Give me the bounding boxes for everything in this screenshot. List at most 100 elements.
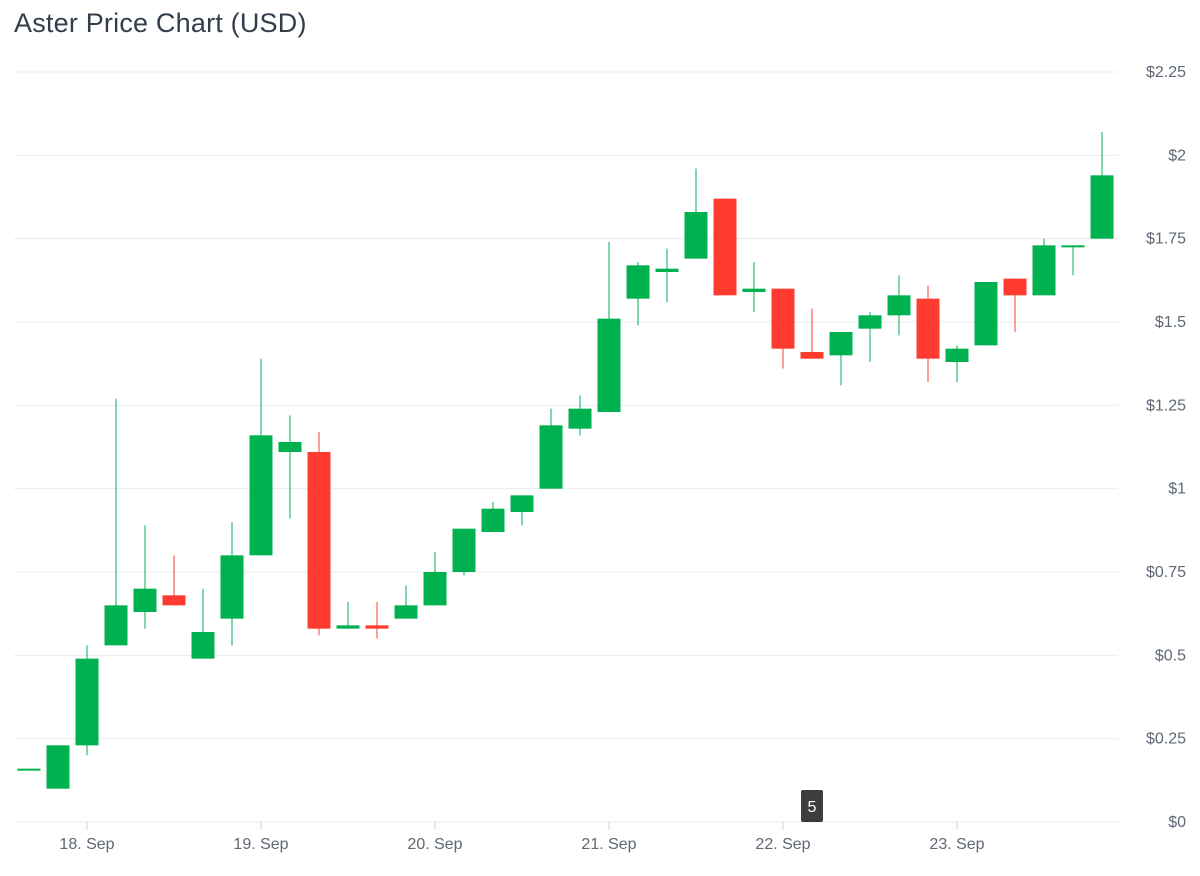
y-tick-label: $2.25 (1146, 64, 1186, 81)
y-tick-label: $2 (1168, 147, 1186, 164)
candle-down[interactable] (713, 198, 737, 296)
chart-title: Aster Price Chart (USD) (14, 8, 307, 38)
candle-up[interactable] (336, 602, 360, 629)
candle-up[interactable] (858, 312, 882, 362)
candle-body (220, 555, 244, 619)
grid-lines (14, 71, 1118, 823)
candle-body (104, 605, 128, 646)
candle-body (568, 408, 592, 429)
y-tick-label: $1.25 (1146, 397, 1186, 414)
candle-up[interactable] (1090, 132, 1114, 239)
candle-body (800, 352, 824, 359)
marker-badge[interactable] (801, 790, 823, 822)
candle-body (17, 768, 41, 771)
candle-body (1032, 245, 1056, 296)
candle-up[interactable] (568, 395, 592, 436)
y-tick-label: $0 (1168, 814, 1186, 831)
candle-up[interactable] (17, 768, 41, 771)
candle-body (365, 625, 389, 629)
candle-body (278, 442, 302, 452)
candle-body (626, 265, 650, 299)
candle-body (162, 595, 186, 606)
candle-down[interactable] (162, 555, 186, 606)
candle-up[interactable] (46, 745, 70, 789)
candle-body (336, 625, 360, 629)
candle-body (423, 572, 447, 606)
candle-down[interactable] (1003, 278, 1027, 332)
candle-body (684, 212, 708, 259)
candle-body (771, 288, 795, 349)
x-tick-label: 18. Sep (59, 836, 114, 853)
candle-body (452, 528, 476, 572)
candle-body (742, 288, 766, 292)
candle-body (887, 295, 911, 316)
candle-down[interactable] (365, 602, 389, 639)
candle-body (829, 332, 853, 356)
candle-up[interactable] (133, 525, 157, 629)
candle-down[interactable] (307, 432, 331, 636)
x-tick-label: 22. Sep (755, 836, 810, 853)
candle-up[interactable] (104, 398, 128, 646)
candle-up[interactable] (597, 242, 621, 412)
candle-body (46, 745, 70, 789)
candle-body (75, 658, 99, 746)
candle-up[interactable] (887, 275, 911, 336)
candle-up[interactable] (1061, 245, 1085, 276)
candle-body (307, 452, 331, 629)
candle-up[interactable] (1032, 238, 1056, 296)
y-tick-label: $1.5 (1155, 314, 1186, 331)
candle-up[interactable] (75, 645, 99, 756)
y-tick-label: $1 (1168, 481, 1186, 498)
candle-body (1090, 175, 1114, 239)
candle-body (945, 348, 969, 362)
x-tick-label: 21. Sep (581, 836, 636, 853)
candle-up[interactable] (423, 552, 447, 606)
x-tick-label: 23. Sep (929, 836, 984, 853)
candle-body (1061, 245, 1085, 248)
candle-body (597, 318, 621, 412)
candle-body (510, 495, 534, 512)
x-tick-label: 19. Sep (233, 836, 288, 853)
candle-up[interactable] (684, 168, 708, 259)
y-tick-label: $0.25 (1146, 731, 1186, 748)
candle-body (191, 632, 215, 659)
candle-up[interactable] (626, 262, 650, 326)
candle-up[interactable] (481, 502, 505, 532)
candle-body (713, 198, 737, 296)
candle-down[interactable] (916, 285, 940, 382)
candle-up[interactable] (394, 585, 418, 619)
candle-down[interactable] (800, 308, 824, 359)
y-tick-label: $0.5 (1155, 647, 1186, 664)
candle-body (655, 268, 679, 272)
candle-up[interactable] (742, 262, 766, 312)
candle-body (858, 315, 882, 329)
candle-down[interactable] (771, 288, 795, 369)
candle-body (1003, 278, 1027, 296)
candle-body (916, 298, 940, 359)
candle-body (249, 435, 273, 556)
candle-up[interactable] (278, 415, 302, 519)
candle-body (539, 425, 563, 489)
x-tick-label: 20. Sep (407, 836, 462, 853)
y-tick-label: $1.75 (1146, 231, 1186, 248)
candle-up[interactable] (945, 345, 969, 382)
candle-body (394, 605, 418, 619)
candle-up[interactable] (974, 282, 998, 346)
candle-up[interactable] (452, 528, 476, 576)
candle-body (481, 508, 505, 532)
candle-up[interactable] (249, 358, 273, 556)
candles (17, 132, 1114, 789)
candle-body (974, 282, 998, 346)
y-axis: $0 $0.25 $0.5 $0.75 $1 $1.25 $1.5 $1.75 $2 $2.25 (1146, 64, 1186, 831)
event-marker[interactable]: 5 (801, 790, 823, 822)
candle-up[interactable] (510, 495, 534, 526)
candle-up[interactable] (655, 248, 679, 302)
candle-up[interactable] (539, 408, 563, 489)
candle-up[interactable] (191, 588, 215, 659)
marker-label: 5 (808, 799, 817, 816)
candle-up[interactable] (220, 522, 244, 646)
x-axis: 18. Sep 19. Sep 20. Sep 21. Sep 22. Sep 23. S… (59, 822, 985, 853)
candle-up[interactable] (829, 332, 853, 386)
candle-body (133, 588, 157, 612)
